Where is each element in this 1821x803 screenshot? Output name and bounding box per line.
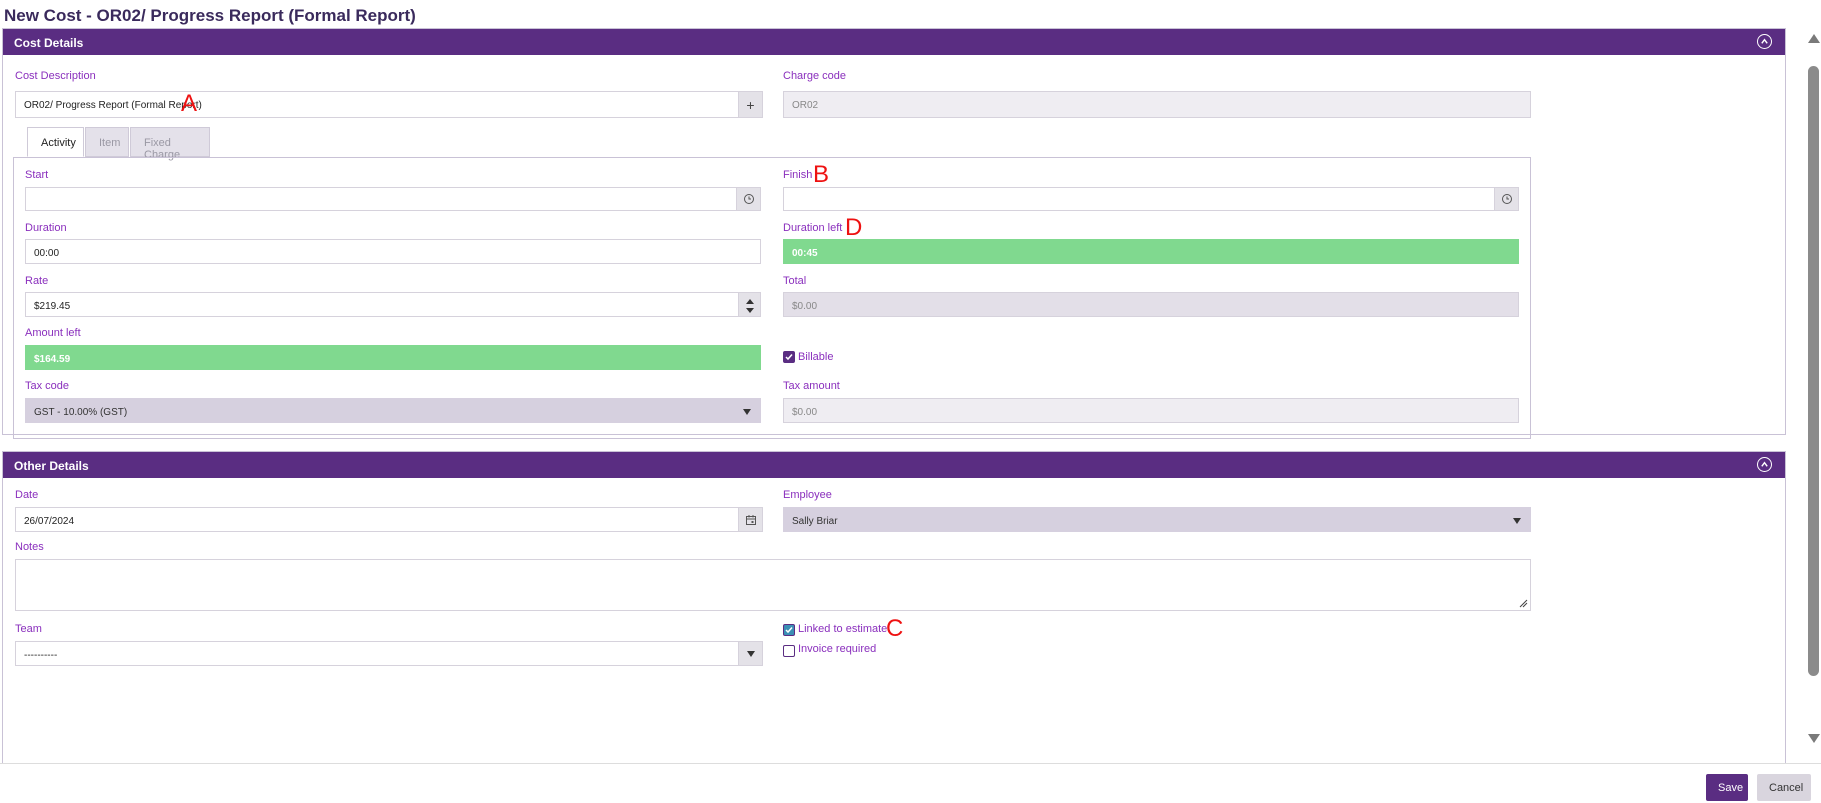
calendar-icon[interactable] <box>738 508 762 531</box>
activity-tab-panel: Start Finish B Duration 00:00 Duration l… <box>13 157 1531 439</box>
notes-label: Notes <box>15 541 44 553</box>
plus-icon[interactable]: + <box>738 92 762 117</box>
employee-select[interactable]: Sally Briar <box>783 507 1531 532</box>
date-value: 26/07/2024 <box>24 516 75 527</box>
clock-icon[interactable] <box>1494 188 1518 210</box>
amount-left-field: $164.59 <box>25 345 761 370</box>
cost-details-panel: Cost Details Cost Description OR02/ Prog… <box>2 28 1786 439</box>
cost-description-field[interactable]: OR02/ Progress Report (Formal Report) + <box>15 91 763 118</box>
total-field: $0.00 <box>783 292 1519 317</box>
duration-left-label: Duration left <box>783 222 843 234</box>
save-button[interactable]: Save <box>1706 774 1748 801</box>
total-label: Total <box>783 275 807 287</box>
other-details-panel: Other Details Date 26/07/2024 Employee S… <box>2 451 1786 763</box>
chevron-up-icon[interactable] <box>1757 457 1772 472</box>
linked-to-estimate-checkbox[interactable] <box>783 624 795 636</box>
cancel-button[interactable]: Cancel <box>1757 774 1811 801</box>
employee-value: Sally Briar <box>792 516 838 527</box>
other-details-header[interactable]: Other Details <box>3 452 1785 478</box>
tax-code-label: Tax code <box>25 380 70 392</box>
employee-label: Employee <box>783 489 832 501</box>
tab-activity[interactable]: Activity <box>27 127 84 157</box>
rate-label: Rate <box>25 275 49 287</box>
start-label: Start <box>25 169 49 181</box>
finish-field[interactable] <box>783 187 1519 211</box>
team-label: Team <box>15 623 42 635</box>
start-field[interactable] <box>25 187 761 211</box>
annotation-a: A <box>181 90 198 117</box>
dialog-footer: Save Cancel <box>0 763 1821 803</box>
duration-label: Duration <box>25 222 67 234</box>
tab-fixed-charge[interactable]: Fixed Charge <box>130 127 210 161</box>
clock-icon[interactable] <box>736 188 760 210</box>
team-select[interactable]: ---------- <box>15 641 763 666</box>
tax-code-value: GST - 10.00% (GST) <box>34 407 128 418</box>
cost-details-title: Cost Details <box>14 36 84 50</box>
invoice-required-label[interactable]: Invoice required <box>798 643 877 655</box>
cost-details-header[interactable]: Cost Details <box>3 29 1785 55</box>
team-value: ---------- <box>24 650 58 661</box>
tax-code-select[interactable]: GST - 10.00% (GST) <box>25 398 761 423</box>
cost-description-value: OR02/ Progress Report (Formal Report) <box>24 100 202 111</box>
finish-label: Finish <box>783 169 813 181</box>
notes-textarea[interactable] <box>15 559 1531 611</box>
linked-to-estimate-label[interactable]: Linked to estimate <box>798 623 888 635</box>
billable-label[interactable]: Billable <box>798 351 834 363</box>
duration-field[interactable]: 00:00 <box>25 239 761 264</box>
rate-value: $219.45 <box>34 301 71 312</box>
caret-down-icon <box>1513 518 1521 524</box>
scroll-thumb[interactable] <box>1808 66 1819 676</box>
scroll-up-arrow-icon[interactable] <box>1808 34 1820 43</box>
other-details-title: Other Details <box>14 459 89 473</box>
scroll-down-arrow-icon[interactable] <box>1808 734 1820 743</box>
tax-amount-field: $0.00 <box>783 398 1519 423</box>
date-field[interactable]: 26/07/2024 <box>15 507 763 532</box>
rate-field[interactable]: $219.45 <box>25 292 761 317</box>
rate-stepper[interactable] <box>738 293 760 316</box>
annotation-b: B <box>813 161 830 188</box>
caret-down-icon <box>743 409 751 415</box>
charge-code-label: Charge code <box>783 70 846 82</box>
vertical-scrollbar[interactable] <box>1806 28 1821 750</box>
annotation-c: C <box>886 615 904 642</box>
date-label: Date <box>15 489 39 501</box>
invoice-required-checkbox[interactable] <box>783 645 795 657</box>
tax-amount-label: Tax amount <box>783 380 840 392</box>
charge-code-field: OR02 <box>783 91 1531 118</box>
tab-item[interactable]: Item <box>85 127 129 157</box>
cost-description-label: Cost Description <box>15 70 96 82</box>
annotation-d: D <box>845 214 863 241</box>
page-title: New Cost - OR02/ Progress Report (Formal… <box>4 6 416 25</box>
billable-checkbox[interactable] <box>783 351 795 363</box>
resize-grip-icon[interactable] <box>1518 598 1528 608</box>
caret-down-icon[interactable] <box>738 642 762 665</box>
amount-left-label: Amount left <box>25 327 81 339</box>
duration-left-field: 00:45 <box>783 239 1519 264</box>
chevron-up-icon[interactable] <box>1757 34 1772 49</box>
form-scroll-area: Cost Details Cost Description OR02/ Prog… <box>0 28 1802 763</box>
